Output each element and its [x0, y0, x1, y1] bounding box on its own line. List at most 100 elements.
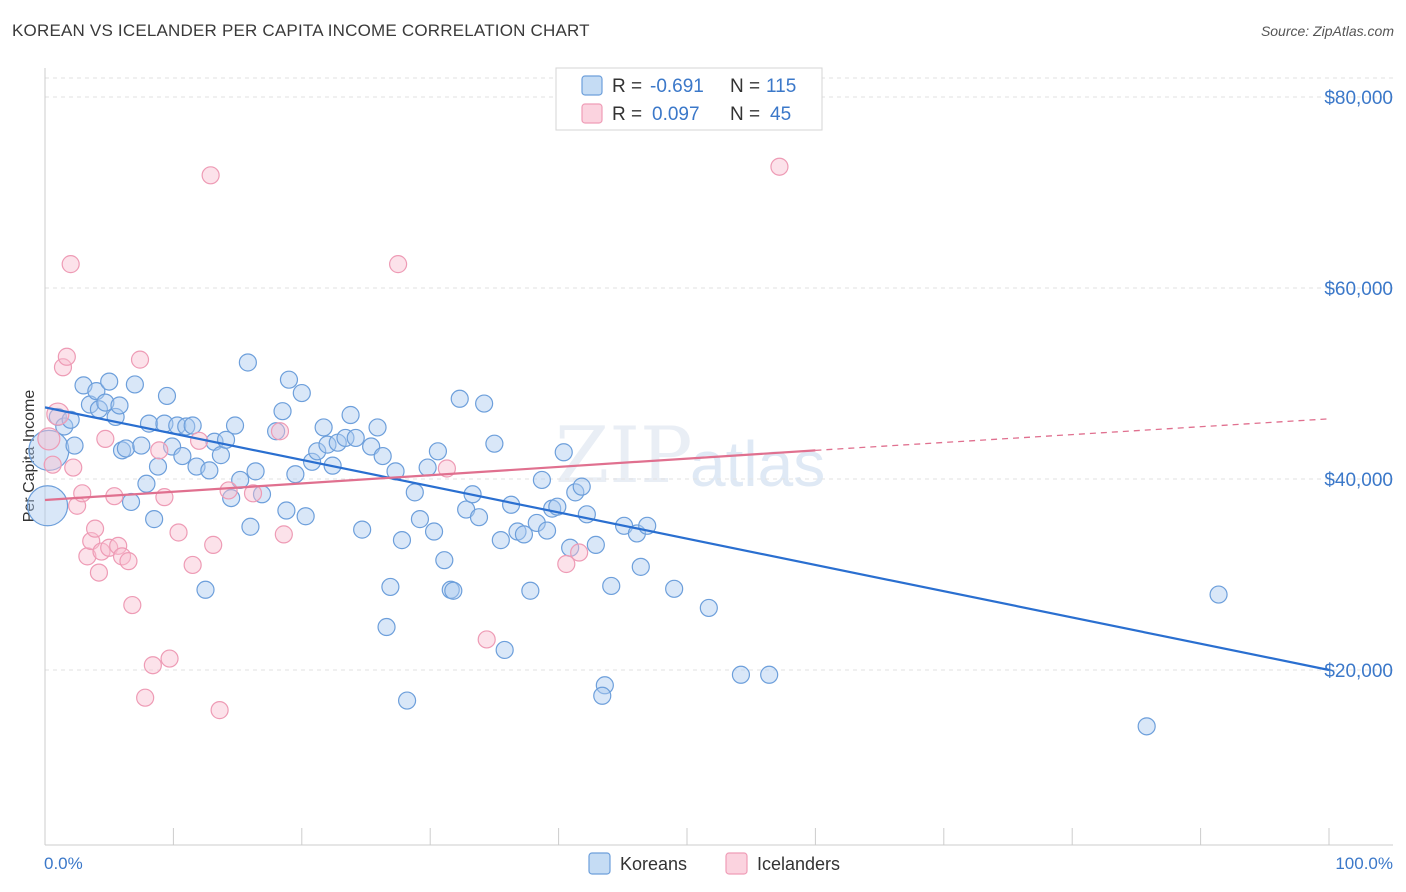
korean-point — [279, 370, 299, 389]
korean-point — [602, 576, 621, 596]
korean-point — [521, 581, 540, 600]
icelander-point — [557, 554, 576, 574]
korean-point — [26, 485, 69, 527]
y-tick-label: $40,000 — [1324, 470, 1393, 491]
icelander-point — [243, 484, 263, 503]
bottom-legend-korean-label: Koreans — [620, 854, 687, 874]
korean-point — [132, 436, 151, 455]
legend-korean-r-value: -0.691 — [650, 76, 704, 97]
legend-icelander-n-label: N = — [730, 104, 760, 125]
korean-point — [125, 375, 144, 394]
icelander-point — [123, 595, 142, 615]
korean-point — [699, 598, 718, 618]
icelander-point — [210, 701, 229, 720]
icelander-point — [37, 427, 61, 451]
korean-point — [450, 389, 469, 408]
korean-point — [418, 458, 437, 477]
icelander-point — [130, 350, 150, 369]
korean-point — [514, 525, 534, 544]
korean-point — [341, 405, 360, 425]
korean-point — [267, 422, 286, 441]
legend-icelander-swatch — [581, 103, 603, 124]
icelander-point — [78, 547, 97, 566]
korean-point — [183, 416, 202, 435]
x-ticks — [44, 828, 1330, 845]
legend-box: R = -0.691 N = 115 R = 0.097 N = 45 — [555, 67, 823, 131]
trend-lines — [44, 406, 1330, 672]
y-tick-labels: $20,000 $40,000 $60,000 $80,000 — [1324, 88, 1393, 682]
icelander-point — [96, 429, 115, 448]
korean-point — [381, 577, 400, 597]
bottom-legend-icelander-label: Icelanders — [757, 854, 840, 874]
korean-point — [314, 418, 333, 437]
chart-title: KOREAN VS ICELANDER PER CAPITA INCOME CO… — [12, 21, 590, 40]
korean-point — [241, 517, 260, 536]
korean-point — [346, 428, 365, 448]
korean-point — [246, 462, 265, 481]
icelander-point — [100, 538, 119, 557]
korean-point — [595, 676, 614, 695]
korean-point — [532, 470, 552, 490]
korean-point — [495, 640, 514, 660]
korean-point — [65, 436, 84, 455]
icelander-point — [43, 455, 62, 474]
korean-point — [137, 474, 156, 493]
korean-point — [373, 446, 392, 466]
watermark-zip: ZIP — [555, 411, 693, 501]
korean-point — [491, 531, 510, 550]
bottom-legend: Koreans Icelanders — [588, 852, 840, 875]
x-tick-label-max: 100.0% — [1335, 854, 1393, 873]
x-tick-label-min: 0.0% — [44, 854, 83, 873]
korean-point — [55, 417, 74, 436]
korean-point — [225, 416, 245, 435]
legend-icelander-r-label: R = — [612, 104, 642, 125]
korean-point — [397, 691, 417, 710]
icelander-point — [136, 688, 155, 707]
icelander-point — [160, 649, 179, 668]
korean-point — [110, 396, 129, 415]
korean-point — [353, 520, 372, 539]
icelander-point — [64, 458, 83, 477]
korean-point — [296, 507, 315, 526]
icelander-point — [270, 422, 290, 441]
icelander-point — [150, 441, 169, 460]
icelander-point — [89, 563, 109, 582]
korean-point — [238, 353, 257, 372]
korean-point — [211, 446, 231, 465]
korean-point — [527, 513, 546, 533]
korean-point — [273, 402, 292, 421]
legend-korean-n-value: 115 — [766, 76, 796, 97]
korean-point — [428, 442, 448, 461]
korean-point — [410, 510, 430, 529]
icelander-point — [183, 555, 202, 575]
icelander-point — [119, 552, 138, 571]
y-tick-label: $20,000 — [1324, 661, 1393, 682]
icelander-point — [109, 536, 128, 555]
korean-point — [177, 417, 196, 436]
korean-point — [116, 439, 135, 458]
korean-point — [148, 457, 168, 476]
watermark-atlas: atlas — [690, 428, 825, 500]
icelander-point — [477, 630, 496, 649]
legend-korean-n-label: N = — [730, 76, 760, 97]
korean-point — [485, 434, 504, 453]
icelander-point — [770, 157, 789, 176]
icelander-point — [53, 358, 73, 377]
axes — [44, 68, 1393, 846]
icelander-point — [143, 656, 162, 675]
korean-point — [444, 581, 463, 600]
korean-point — [572, 477, 591, 496]
source-credit: Source: ZipAtlas.com — [1260, 23, 1394, 39]
korean-point — [277, 501, 296, 520]
korean-point — [469, 508, 489, 527]
korean-point — [537, 521, 557, 540]
korean-point — [392, 531, 412, 550]
korean-point — [292, 383, 311, 403]
legend-korean-swatch — [581, 75, 603, 96]
korean-point — [145, 510, 164, 529]
legend-korean-r-label: R = — [612, 76, 642, 97]
icelander-point — [169, 523, 188, 542]
icelander-point — [61, 255, 80, 274]
korean-point — [586, 535, 605, 554]
